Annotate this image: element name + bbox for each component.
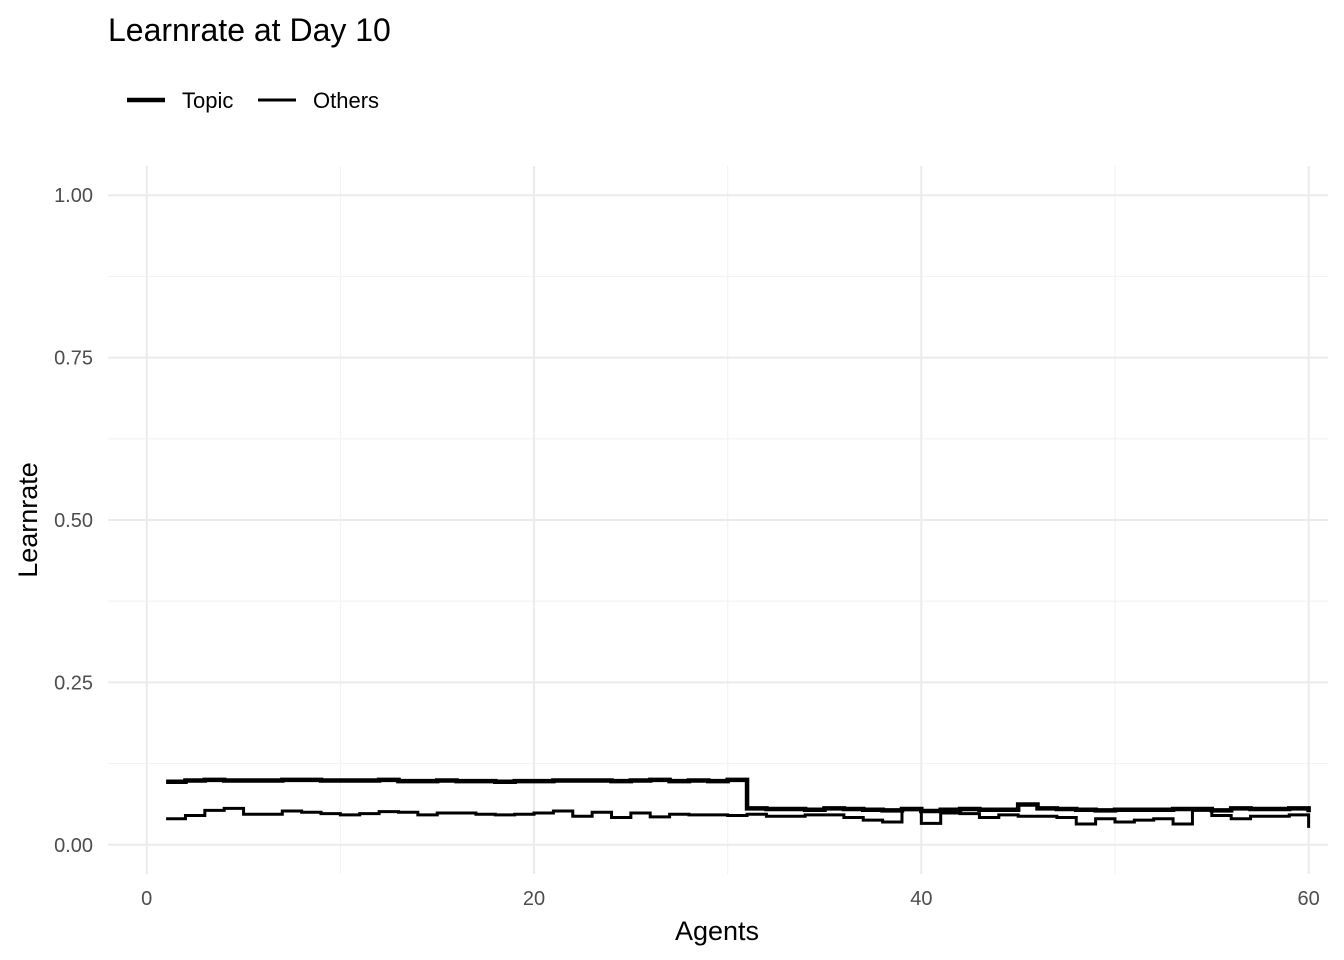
y-tick-label-4: 1.00 <box>54 185 93 207</box>
y-tick-label-0: 0.00 <box>54 835 93 857</box>
series-layer <box>166 777 1311 828</box>
legend-label-topic: Topic <box>182 88 233 113</box>
chart-title: Learnrate at Day 10 <box>108 12 391 48</box>
legend: Topic Others <box>127 88 379 113</box>
x-axis-title: Agents <box>675 916 759 946</box>
y-tick-label-2: 0.50 <box>54 510 93 532</box>
y-axis-title: Learnrate <box>13 462 43 578</box>
y-tick-label-3: 0.75 <box>54 348 93 370</box>
x-tick-label-0: 0 <box>141 888 152 910</box>
x-tick-label-1: 20 <box>523 888 545 910</box>
series-line-topic <box>166 777 1311 814</box>
y-tick-labels: 0.00 0.25 0.50 0.75 1.00 <box>54 185 93 857</box>
major-gridlines <box>108 166 1328 874</box>
x-tick-label-2: 40 <box>910 888 932 910</box>
legend-label-others: Others <box>313 88 379 113</box>
x-tick-labels: 0 20 40 60 <box>141 888 1320 910</box>
x-tick-label-3: 60 <box>1298 888 1320 910</box>
y-tick-label-1: 0.25 <box>54 672 93 694</box>
series-line-others <box>166 806 1311 828</box>
